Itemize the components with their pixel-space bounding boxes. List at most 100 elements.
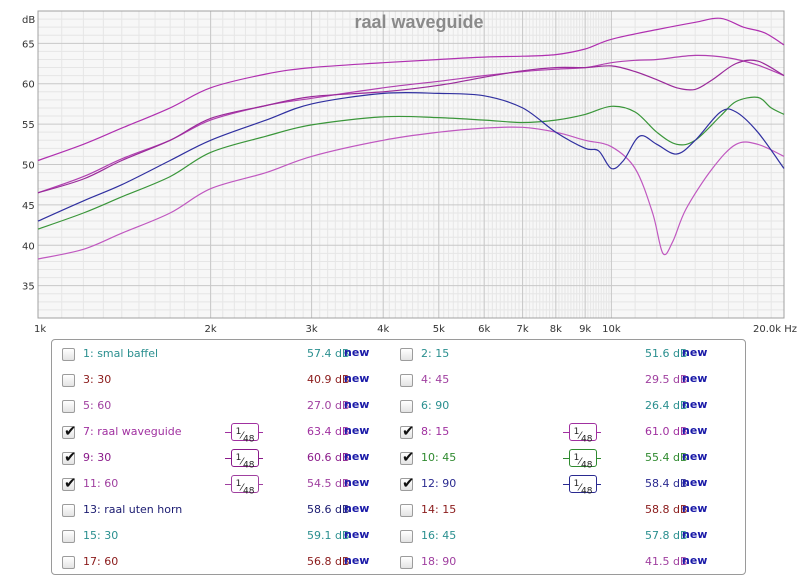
new-badge: new [682,476,708,489]
legend-item: 1: smal baffel 57.4 dB new [62,344,392,366]
legend-item: ✔ 12: 90 1⁄48 58.4 dB new [400,474,730,496]
measurement-checkbox[interactable] [62,556,75,569]
measurement-label: 7: raal waveguide [83,425,182,438]
measurement-level: 27.0 dB [307,399,350,412]
smoothing-numerator: 1 [235,453,242,463]
checkmark-icon: ✔ [402,422,415,440]
series-line-1 [37,17,785,162]
smoothing-denominator: 48 [580,486,593,497]
x-tick-label: 2k [205,324,217,335]
legend-item: 14: 15 58.8 dB new [400,500,730,522]
legend-item: ✔ 9: 30 1⁄48 60.6 dB new [62,448,392,470]
measurement-checkbox[interactable] [400,374,413,387]
smoothing-label: 1⁄48 [569,449,597,471]
y-tick-label: 60 [22,80,35,91]
new-badge: new [344,528,370,541]
legend-item: 16: 45 57.8 dB new [400,526,730,548]
smoothing-label: 1⁄48 [231,475,259,497]
legend-item: 5: 60 27.0 dB new [62,396,392,418]
checkmark-icon: ✔ [64,448,77,466]
smoothing-button[interactable]: 1⁄48 [225,475,263,497]
new-badge: new [344,554,370,567]
smoothing-denominator: 48 [580,460,593,471]
measurement-checkbox[interactable]: ✔ [62,422,77,440]
legend-item: 18: 90 41.5 dB new [400,552,730,574]
smoothing-label: 1⁄48 [569,475,597,497]
x-tick-label: 8k [550,324,562,335]
y-tick-label: 65 [22,39,35,50]
smoothing-button[interactable]: 1⁄48 [225,423,263,445]
smoothing-denominator: 48 [242,434,255,445]
measurement-label: 13: raal uten horn [83,503,183,516]
checkmark-icon: ✔ [402,474,415,492]
measurement-checkbox[interactable] [400,556,413,569]
frequency-response-chart: 35 40 45 50 55 60 65 dB 1k 2k 3k 4k 5k 6k 7k 8k 9k 10k 20.… [22,10,797,335]
x-tick-label: 7k [516,324,528,335]
measurement-checkbox[interactable]: ✔ [62,474,77,492]
measurement-label: 2: 15 [421,347,450,360]
smoothing-button[interactable]: 1⁄48 [563,423,601,445]
checkmark-icon: ✔ [64,474,77,492]
legend-item: 2: 15 51.6 dB new [400,344,730,366]
measurement-label: 11: 60 [83,477,119,490]
measurement-label: 8: 15 [421,425,450,438]
smoothing-button[interactable]: 1⁄48 [225,449,263,471]
new-badge: new [344,372,370,385]
smoothing-label: 1⁄48 [231,423,259,445]
measurement-checkbox[interactable] [400,504,413,517]
measurement-checkbox[interactable]: ✔ [62,448,77,466]
measurement-level: 58.8 dB [645,503,688,516]
measurement-checkbox[interactable]: ✔ [400,422,415,440]
smoothing-slash: ⁄ [241,456,243,468]
measurement-level: 58.4 dB [645,477,688,490]
smoothing-slash: ⁄ [241,430,243,442]
measurement-checkbox[interactable]: ✔ [400,474,415,492]
measurement-label: 10: 45 [421,451,457,464]
legend-item: 3: 30 40.9 dB new [62,370,392,392]
smoothing-button[interactable]: 1⁄48 [563,449,601,471]
measurement-level: 26.4 dB [645,399,688,412]
legend-item: ✔ 11: 60 1⁄48 54.5 dB new [62,474,392,496]
legend-item: 4: 45 29.5 dB new [400,370,730,392]
measurement-checkbox[interactable] [62,530,75,543]
measurement-checkbox[interactable] [400,400,413,413]
smoothing-label: 1⁄48 [569,423,597,445]
measurement-level: 58.6 dB [307,503,350,516]
measurement-label: 5: 60 [83,399,112,412]
x-tick-label: 20.0k Hz [753,324,797,335]
new-badge: new [682,502,708,515]
new-badge: new [344,424,370,437]
measurement-level: 56.8 dB [307,555,350,568]
legend-item: 13: raal uten horn 58.6 dB new [62,500,392,522]
new-badge: new [682,450,708,463]
smoothing-denominator: 48 [242,460,255,471]
legend-item: ✔ 7: raal waveguide 1⁄48 63.4 dB new [62,422,392,444]
measurement-checkbox[interactable] [62,400,75,413]
series-line-6 [37,91,785,222]
smoothing-numerator: 1 [573,427,580,437]
measurement-checkbox[interactable] [400,348,413,361]
measurement-checkbox[interactable] [400,530,413,543]
measurement-checkbox[interactable] [62,374,75,387]
smoothing-button[interactable]: 1⁄48 [563,475,601,497]
smoothing-denominator: 48 [580,434,593,445]
measurement-checkbox[interactable] [62,504,75,517]
x-tick-label: 6k [478,324,490,335]
measurement-level: 51.6 dB [645,347,688,360]
measurement-level: 63.4 dB [307,425,350,438]
legend-item: 15: 30 59.1 dB new [62,526,392,548]
measurement-label: 3: 30 [83,373,112,386]
smoothing-slash: ⁄ [579,482,581,494]
smoothing-denominator: 48 [242,486,255,497]
smoothing-label: 1⁄48 [231,449,259,471]
measurement-label: 14: 15 [421,503,457,516]
x-tick-label: 5k [433,324,445,335]
y-tick-label: 35 [22,282,35,293]
measurement-label: 17: 60 [83,555,119,568]
measurement-checkbox[interactable]: ✔ [400,448,415,466]
measurement-checkbox[interactable] [62,348,75,361]
series-line-3 [37,59,785,194]
smoothing-slash: ⁄ [579,456,581,468]
measurement-level: 55.4 dB [645,451,688,464]
new-badge: new [682,424,708,437]
